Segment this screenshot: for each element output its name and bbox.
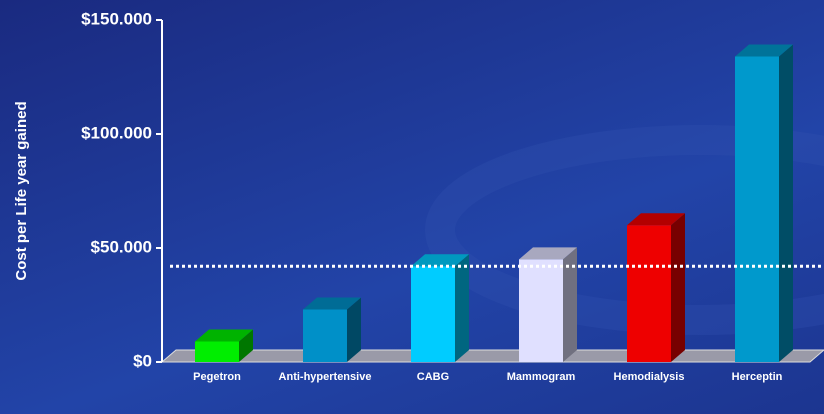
bar-side [347,297,361,362]
bar-front [735,56,779,362]
bar [411,254,469,362]
x-tick-label: Herceptin [731,371,783,383]
y-tick-label: $150.000 [81,9,152,28]
x-tick-label: Hemodialysis [613,371,685,383]
bar-front [411,266,455,362]
bar-side [239,329,253,362]
bar-side [779,44,793,362]
bar [735,44,793,362]
bar-front [519,259,563,362]
y-tick-label: $50.000 [91,237,152,256]
x-tick-label: Pegetron [193,371,241,383]
floor [160,349,824,363]
y-axis-label: Cost per Life year gained [13,101,30,280]
bar-top [303,297,361,310]
x-tick-label: Mammogram [506,371,576,383]
background-swirl [425,125,824,335]
bar-side [671,213,685,362]
bar-top [195,329,253,342]
bar [195,329,253,362]
bar [303,297,361,362]
bar-side [455,254,469,362]
bar-side [563,247,577,362]
bar-front [303,309,347,362]
y-tick-label: $0 [133,351,152,370]
bar-top [411,254,469,267]
x-tick-label: CABG [416,371,450,383]
bar-front [627,225,671,362]
bar-top [627,213,685,226]
x-tick-label: Anti-hypertensive [278,371,372,383]
bar [627,213,685,362]
bar-front [195,341,239,362]
bar [519,247,577,362]
y-tick-label: $100.000 [81,123,152,142]
bar-top [735,44,793,57]
bar-top [519,247,577,260]
